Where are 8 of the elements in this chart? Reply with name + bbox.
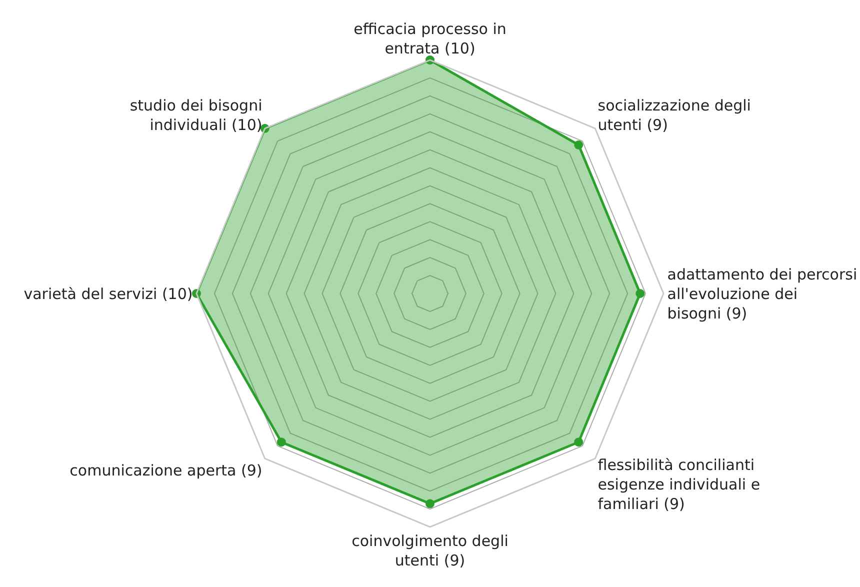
spoke-label: adattamento dei percorsi all'evoluzione dei bisogni (9) (667, 265, 858, 322)
spoke-label: varietà del servizi (10) (24, 284, 193, 303)
spoke-label: efficacia processo in entrata (10) (354, 20, 506, 58)
spoke-label: coinvolgimento degli utenti (9) (352, 532, 508, 570)
spoke-label: flessibilità concilianti esigenze individuali e familiari (9) (598, 456, 760, 513)
spoke-label: studio dei bisogni individuali (10) (130, 96, 262, 134)
spoke-label: comunicazione aperta (9) (70, 462, 262, 480)
spoke-label: socializzazione degli utenti (9) (598, 96, 751, 134)
